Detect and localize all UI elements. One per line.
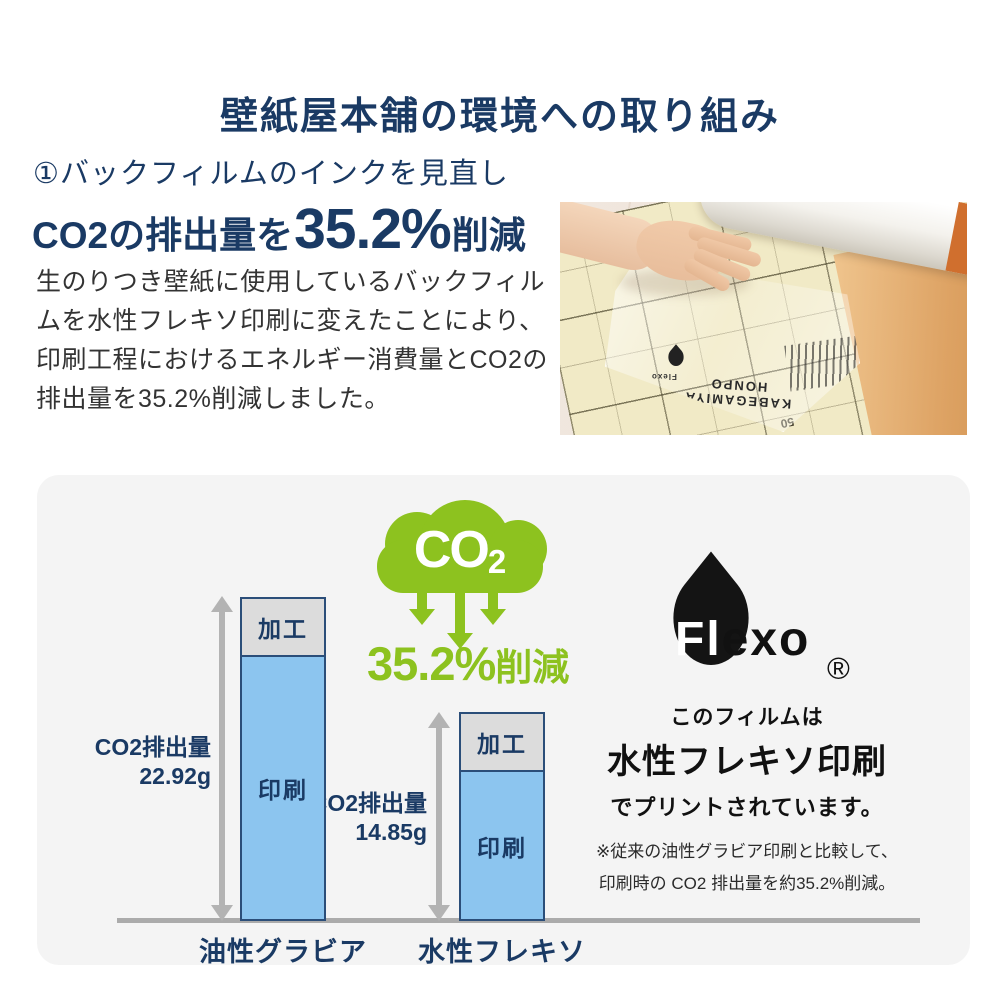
- caption-note1: ※従来の油性グラビア印刷と比較して、: [596, 842, 898, 861]
- highlight-suffix: 削減: [451, 215, 526, 256]
- reduction-value: 35.2%: [367, 637, 496, 690]
- co2-cloud-icon: CO2: [377, 500, 547, 593]
- arrow-shaft: [455, 591, 465, 634]
- photo-roll-orange-band: [945, 202, 967, 277]
- bar-segment-processing: 加工: [240, 597, 326, 657]
- category-label-water-flexo: 水性フレキソ: [418, 937, 586, 967]
- emission-value: 14.85g: [355, 819, 427, 845]
- down-arrow-icon: [480, 591, 506, 625]
- flexo-caption: このフィルムは 水性フレキソ印刷 でプリントされています。 ※従来の油性グラビア…: [572, 701, 922, 894]
- registered-trademark-icon: ®: [827, 651, 850, 686]
- section-heading: ①バックフィルムのインクを見直し: [33, 158, 509, 190]
- arrow-shaft: [219, 610, 225, 907]
- segment-label: 印刷: [477, 834, 527, 861]
- emission-annotation-oil-gravure: CO2排出量 22.92g: [37, 733, 211, 791]
- caption-line2: 水性フレキソ印刷: [607, 743, 887, 781]
- highlight-value: 35.2%: [294, 197, 452, 261]
- down-arrow-icon: [447, 591, 473, 649]
- arrow-shaft: [488, 591, 498, 610]
- cloud-subscript: 2: [487, 543, 507, 580]
- photo-hand: [560, 202, 763, 322]
- cloud-base: [377, 540, 543, 593]
- emission-label: CO2排出量: [94, 734, 211, 760]
- segment-label: 加工: [477, 731, 527, 757]
- arrow-shaft: [436, 726, 442, 907]
- flexo-wordmark: Flexo: [675, 616, 810, 664]
- caption-line3: でプリントされています。: [610, 795, 884, 820]
- photo-film-flexo-drop-icon: [665, 344, 687, 370]
- reduction-suffix: 削減: [495, 647, 570, 688]
- caption-line1: このフィルムは: [670, 706, 824, 729]
- reduction-percentage: 35.2%削減: [367, 636, 569, 691]
- cloud-co2-label: CO2: [377, 520, 543, 581]
- caption-note2: 印刷時の CO2 排出量を約35.2%削減。: [598, 874, 896, 893]
- measure-arrow-oil-gravure: [211, 596, 233, 921]
- segment-label: 印刷: [258, 777, 308, 803]
- bar-oil-gravure: 加工 印刷: [240, 597, 326, 921]
- highlight-prefix: CO2の排出量を: [32, 215, 294, 256]
- intro-body-text: 生のりつき壁紙に使用しているバックフィルムを水性フレキソ印刷に変えたことにより、…: [36, 268, 548, 413]
- bar-segment-printing: 印刷: [459, 772, 545, 921]
- category-label-oil-gravure: 油性グラビア: [199, 937, 367, 967]
- photo-film-mark-text: Flexo: [651, 372, 677, 381]
- co2-highlight-line: CO2の排出量を 35.2% 削減: [32, 196, 526, 262]
- emission-label: CO2排出量: [310, 790, 427, 816]
- bar-water-flexo: 加工 印刷: [459, 712, 545, 921]
- bar-segment-printing: 印刷: [240, 657, 326, 921]
- page-title: 壁紙屋本舗の環境への取り組み: [219, 96, 780, 139]
- comparison-panel: CO2排出量 22.92g 加工 印刷 油性グラビア CO2排出量 14.85g…: [37, 475, 970, 967]
- measure-arrow-water-flexo: [428, 712, 450, 921]
- flexo-wordmark-black: exo: [721, 613, 811, 666]
- down-arrow-icon: [409, 591, 435, 625]
- segment-label: 加工: [258, 616, 308, 642]
- arrow-shaft: [417, 591, 427, 610]
- emission-annotation-water-flexo: CO2排出量 14.85g: [267, 789, 427, 847]
- flexo-wordmark-white: Fl: [675, 613, 722, 666]
- product-photo: 10 50 0 Flexo KABEGAMIYA HONPO ✳: [560, 202, 967, 435]
- cloud-co-text: CO: [413, 521, 490, 579]
- emission-value: 22.92g: [139, 763, 211, 789]
- bar-segment-processing: 加工: [459, 712, 545, 772]
